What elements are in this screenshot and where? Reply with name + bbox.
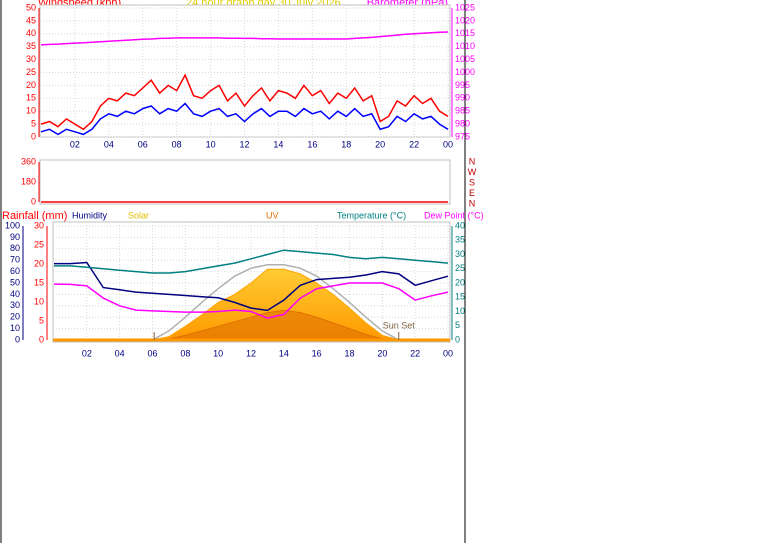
y-tick-label: 0 [31, 131, 36, 141]
y-tick-label: 50 [10, 277, 20, 287]
y3-tick-label: 0 [39, 334, 44, 344]
x-tick-label: 02 [70, 139, 80, 149]
y-tick-label: 70 [10, 255, 20, 265]
y2-tick-label: 995 [455, 80, 470, 90]
y3-tick-label: 10 [34, 296, 44, 306]
x-tick-label: 02 [82, 348, 92, 358]
plot-area [39, 159, 451, 205]
y-tick-label: 30 [10, 300, 20, 310]
y2-tick-label: 1025 [455, 2, 475, 12]
legend-entry: UV [266, 210, 279, 220]
series-line [54, 261, 449, 312]
series-line [40, 102, 449, 136]
y2-tick-label: 30 [455, 249, 465, 259]
y3-tick-label: 15 [34, 277, 44, 287]
compass-label: E [469, 188, 475, 198]
y2-tick-label: 990 [455, 93, 470, 103]
y2-tick-label: 10 [455, 306, 465, 316]
y3-tick-label: 5 [39, 315, 44, 325]
y-tick-label: 60 [10, 266, 20, 276]
x-tick-label: 08 [172, 139, 182, 149]
legend-entry: Humidity [72, 210, 108, 220]
y-tick-label: 10 [10, 323, 20, 333]
y-tick-label: 80 [10, 243, 20, 253]
y2-tick-label: 1020 [455, 15, 475, 25]
y2-tick-label: 15 [455, 292, 465, 302]
annotation: Sun Set [383, 320, 416, 330]
y-tick-label: 15 [26, 93, 36, 103]
y2-tick-label: 980 [455, 118, 470, 128]
y-tick-label: 30 [26, 54, 36, 64]
y3-tick-label: 25 [34, 239, 44, 249]
x-tick-label: 22 [410, 348, 420, 358]
legend-entry: Temperature (°C) [337, 210, 406, 220]
y-tick-label: 360 [21, 156, 36, 166]
y2-tick-label: 1000 [455, 67, 475, 77]
y2-tick-label: 975 [455, 131, 470, 141]
x-tick-label: 00 [443, 348, 453, 358]
series-line [53, 282, 449, 319]
x-tick-label: 06 [147, 348, 157, 358]
y2-tick-label: 25 [455, 263, 465, 273]
y-tick-label: 180 [21, 176, 36, 186]
y2-tick-label: 985 [455, 106, 470, 116]
x-tick-label: 20 [375, 139, 385, 149]
y-tick-label: 45 [26, 15, 36, 25]
compass-label: N [469, 198, 476, 208]
y-tick-label: 5 [31, 118, 36, 128]
y2-tick-label: 1010 [455, 41, 475, 51]
series-line [54, 249, 449, 274]
x-tick-label: 14 [273, 139, 283, 149]
y-tick-label: 0 [15, 334, 20, 344]
x-tick-label: 10 [213, 348, 223, 358]
x-tick-label: 16 [307, 139, 317, 149]
y2-tick-label: 0 [455, 334, 460, 344]
compass-label: S [469, 177, 475, 187]
y2-tick-label: 1015 [455, 28, 475, 38]
chart-title: 24 hour graph day 30 July 2026 [186, 0, 341, 9]
x-tick-label: 22 [409, 139, 419, 149]
y2-axis-title: Barometer (hPa) [367, 0, 448, 9]
y-tick-label: 50 [26, 2, 36, 12]
legend-entry: Dew Point (°C) [424, 210, 484, 220]
compass-label: W [468, 167, 477, 177]
y2-tick-label: 5 [455, 320, 460, 330]
x-tick-label: 00 [443, 139, 453, 149]
x-tick-label: 10 [206, 139, 216, 149]
x-tick-label: 04 [115, 348, 125, 358]
y2-tick-label: 35 [455, 235, 465, 245]
series-line [40, 73, 449, 131]
y3-tick-label: 20 [34, 258, 44, 268]
x-tick-label: 18 [341, 139, 351, 149]
y3-axis-title: Rainfall (mm) [2, 210, 67, 222]
legend-entry: Solar [128, 210, 149, 220]
y-tick-label: 100 [5, 220, 20, 230]
y-tick-label: 25 [26, 67, 36, 77]
x-tick-label: 12 [246, 348, 256, 358]
y-tick-label: 20 [10, 312, 20, 322]
x-tick-label: 20 [377, 348, 387, 358]
y-tick-label: 10 [26, 106, 36, 116]
x-tick-label: 08 [180, 348, 190, 358]
x-tick-label: 16 [312, 348, 322, 358]
compass-label: N [469, 156, 476, 166]
y-axis-title: Windspeed (kph) [38, 0, 121, 9]
y-tick-label: 40 [26, 28, 36, 38]
y2-tick-label: 1005 [455, 54, 475, 64]
x-tick-label: 12 [239, 139, 249, 149]
y-tick-label: 40 [10, 289, 20, 299]
x-tick-label: 14 [279, 348, 289, 358]
y3-tick-label: 30 [34, 220, 44, 230]
series-line [40, 31, 449, 46]
y-tick-label: 20 [26, 80, 36, 90]
x-tick-label: 18 [344, 348, 354, 358]
y-tick-label: 0 [31, 196, 36, 206]
y-tick-label: 35 [26, 41, 36, 51]
y-tick-label: 90 [10, 232, 20, 242]
x-tick-label: 06 [138, 139, 148, 149]
y2-tick-label: 40 [455, 220, 465, 230]
y2-tick-label: 20 [455, 277, 465, 287]
x-tick-label: 04 [104, 139, 114, 149]
